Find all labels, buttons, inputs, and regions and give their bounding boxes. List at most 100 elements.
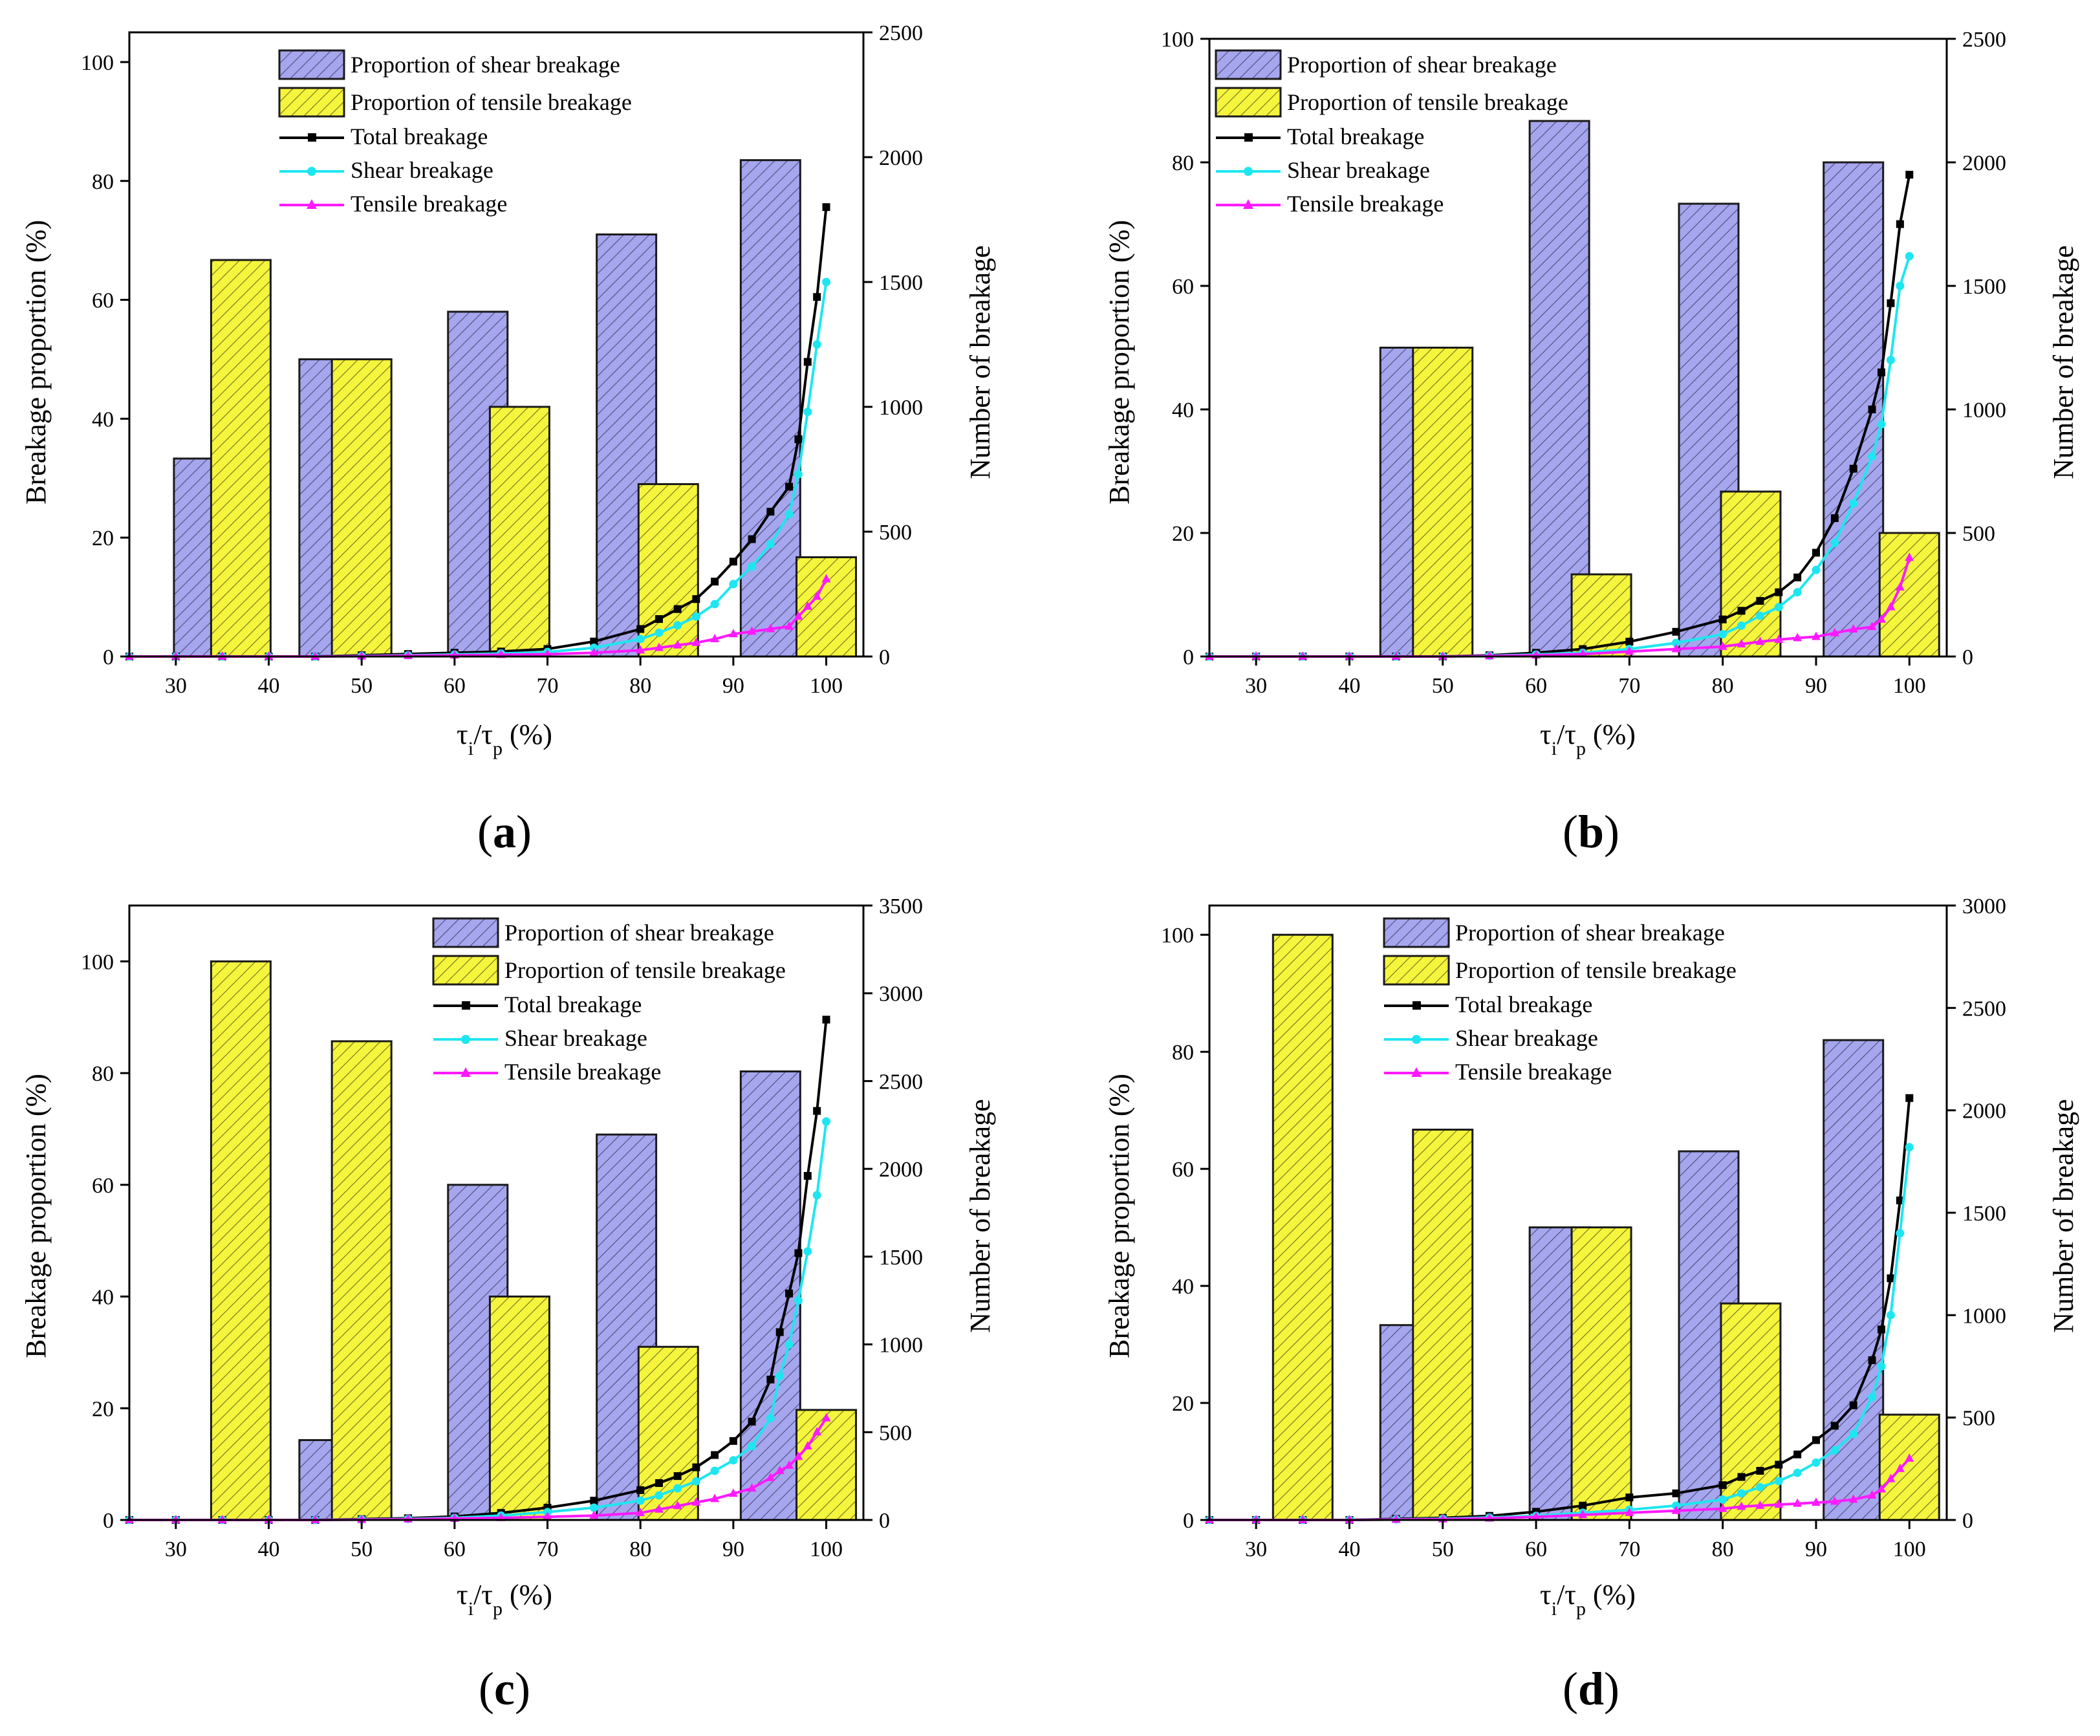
marker-total-d-11 <box>1718 1481 1727 1490</box>
marker-tensile-c-19 <box>775 1466 785 1474</box>
marker-total-a-14 <box>692 595 700 603</box>
marker-total-c-13 <box>673 1472 682 1481</box>
y2tick-label-d-2: 1000 <box>1962 1304 2006 1328</box>
ytick-label-b-3: 60 <box>1172 275 1194 299</box>
marker-shear-a-20 <box>794 470 803 479</box>
marker-total-b-9 <box>1625 638 1634 646</box>
y2tick-label-d-5: 2500 <box>1962 997 2006 1021</box>
marker-shear-c-20 <box>785 1340 794 1349</box>
marker-total-b-17 <box>1830 514 1839 523</box>
y2tick-label-b-3: 1500 <box>1962 275 2006 299</box>
marker-total-d-9 <box>1625 1493 1634 1502</box>
y2tick-label-a-4: 2000 <box>879 146 923 170</box>
marker-total-b-20 <box>1877 368 1885 376</box>
y2tick-label-c-7: 3500 <box>879 895 923 918</box>
legend-label-a-1: Proportion of tensile breakage <box>351 89 632 115</box>
marker-total-a-18 <box>766 508 775 516</box>
marker-tensile-d-23 <box>1905 1453 1914 1462</box>
xtick-label-c-3: 60 <box>444 1537 466 1561</box>
bar-shear-a-8 <box>739 159 801 658</box>
marker-shear-b-13 <box>1755 611 1764 620</box>
xtick-label-d-2: 50 <box>1432 1537 1454 1561</box>
ylabel-right-c: Number of breakage <box>964 1099 996 1333</box>
marker-tensile-d-16 <box>1811 1497 1821 1506</box>
marker-shear-a-23 <box>822 277 831 287</box>
legend-line-label-c-1: Shear breakage <box>504 1025 647 1051</box>
bar-tensile-d-0 <box>1272 933 1334 1521</box>
marker-tensile-b-8 <box>1578 649 1588 658</box>
marker-shear-c-11 <box>636 1496 645 1505</box>
marker-shear-d-16 <box>1812 1458 1821 1467</box>
ytick-label-c-3: 60 <box>92 1174 114 1198</box>
marker-total-d-16 <box>1812 1436 1820 1444</box>
y2tick-label-b-1: 500 <box>1962 522 1995 546</box>
xtick-label-a-4: 70 <box>537 674 559 698</box>
marker-shear-c-14 <box>691 1477 700 1486</box>
marker-tensile-c-15 <box>710 1493 720 1503</box>
marker-shear-a-22 <box>812 340 821 349</box>
marker-shear-c-23 <box>812 1191 821 1200</box>
marker-total-c-22 <box>803 1172 812 1180</box>
legend-b: Proportion of shear breakage Proportion o… <box>1215 49 1568 217</box>
bar-tensile-c-0 <box>210 960 272 1521</box>
xtick-label-d-1: 40 <box>1338 1537 1360 1561</box>
xtick-label-b-1: 40 <box>1338 674 1360 698</box>
marker-shear-b-22 <box>1896 281 1905 290</box>
legend-marker-a-0 <box>308 133 316 142</box>
ytick-label-b-0: 0 <box>1183 646 1194 669</box>
marker-shear-a-13 <box>673 621 682 630</box>
ylabel-left-b: Breakage proportion (%) <box>1103 220 1135 505</box>
marker-tensile-b-13 <box>1755 636 1765 646</box>
marker-shear-d-18 <box>1849 1429 1858 1438</box>
marker-total-c-18 <box>766 1375 775 1383</box>
legend-line-label-b-0: Total breakage <box>1287 124 1424 149</box>
bar-tensile-a-7 <box>637 483 699 658</box>
bar-tensile-b-3 <box>1570 573 1632 658</box>
legend-label-c-1: Proportion of tensile breakage <box>504 957 786 983</box>
marker-total-c-12 <box>655 1479 663 1487</box>
ytick-label-a-1: 20 <box>92 526 114 550</box>
marker-tensile-c-24 <box>821 1413 831 1422</box>
marker-tensile-c-23 <box>812 1427 822 1436</box>
marker-shear-a-12 <box>655 628 664 637</box>
xtick-label-c-6: 90 <box>722 1537 744 1561</box>
plot-area-c: 30 40 50 60 70 80 90 10002040608010005001000150… <box>81 895 923 1561</box>
xtick-label-d-4: 70 <box>1618 1537 1640 1561</box>
ylabel-right-a: Number of breakage <box>964 245 996 479</box>
plot-frame-b <box>1208 38 1948 658</box>
xtick-label-b-6: 90 <box>1805 674 1827 698</box>
y2tick-label-b-2: 1000 <box>1962 398 2006 422</box>
legend-swatch-b-0 <box>1215 49 1282 80</box>
marker-shear-c-10 <box>589 1503 598 1512</box>
y2tick-label-c-4: 2000 <box>879 1158 923 1182</box>
marker-total-a-12 <box>655 615 663 624</box>
bar-tensile-d-2 <box>1412 1129 1474 1521</box>
marker-total-b-14 <box>1775 588 1783 596</box>
legend-swatch-a-0 <box>278 49 345 80</box>
y2tick-label-d-4: 2000 <box>1962 1100 2006 1123</box>
marker-shear-d-14 <box>1774 1477 1783 1486</box>
ytick-label-d-3: 60 <box>1172 1158 1194 1182</box>
marker-total-b-16 <box>1812 548 1820 557</box>
marker-total-d-13 <box>1756 1467 1764 1475</box>
xtick-label-c-4: 70 <box>537 1537 559 1561</box>
marker-shear-d-11 <box>1718 1495 1727 1504</box>
marker-shear-c-13 <box>673 1484 682 1493</box>
marker-total-d-22 <box>1896 1197 1904 1204</box>
marker-tensile-a-21 <box>803 601 812 610</box>
marker-tensile-d-12 <box>1737 1501 1746 1510</box>
marker-tensile-d-13 <box>1755 1500 1765 1509</box>
marker-shear-b-10 <box>1672 638 1681 647</box>
marker-total-a-11 <box>636 625 645 633</box>
marker-tensile-c-21 <box>794 1451 803 1460</box>
marker-tensile-d-15 <box>1793 1498 1802 1507</box>
xlabel-d: τi/τp (%) <box>1540 1579 1636 1620</box>
marker-tensile-a-16 <box>728 629 738 638</box>
legend-line-label-c-0: Total breakage <box>504 992 642 1017</box>
legend-marker-b-2 <box>1243 199 1253 209</box>
panel-label-b: (b) <box>1563 806 1619 858</box>
marker-total-b-13 <box>1756 597 1764 605</box>
legend-line-label-d-2: Tensile breakage <box>1455 1059 1612 1085</box>
marker-shear-b-11 <box>1718 630 1727 639</box>
